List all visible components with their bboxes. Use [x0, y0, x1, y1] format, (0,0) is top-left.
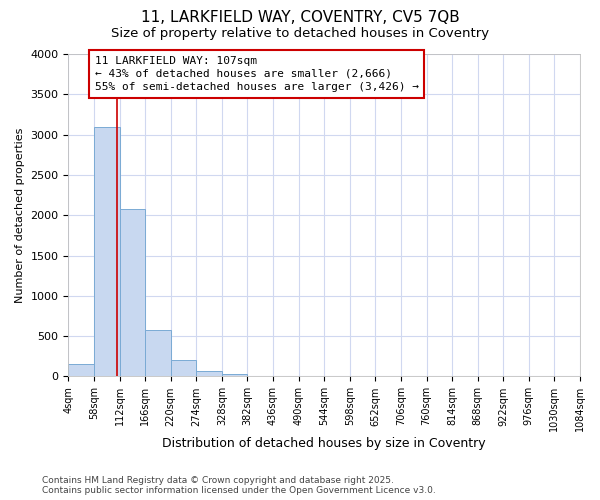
X-axis label: Distribution of detached houses by size in Coventry: Distribution of detached houses by size …: [163, 437, 486, 450]
Bar: [94, 126, 119, 376]
Text: Size of property relative to detached houses in Coventry: Size of property relative to detached ho…: [111, 28, 489, 40]
Bar: [171, 360, 196, 376]
Bar: [68, 364, 94, 376]
Bar: [196, 371, 222, 376]
Text: 11 LARKFIELD WAY: 107sqm
← 43% of detached houses are smaller (2,666)
55% of sem: 11 LARKFIELD WAY: 107sqm ← 43% of detach…: [95, 56, 419, 92]
Bar: [119, 209, 145, 376]
Text: 11, LARKFIELD WAY, COVENTRY, CV5 7QB: 11, LARKFIELD WAY, COVENTRY, CV5 7QB: [140, 10, 460, 25]
Bar: [145, 330, 171, 376]
Y-axis label: Number of detached properties: Number of detached properties: [15, 128, 25, 303]
Bar: [222, 374, 247, 376]
Text: Contains HM Land Registry data © Crown copyright and database right 2025.
Contai: Contains HM Land Registry data © Crown c…: [42, 476, 436, 495]
